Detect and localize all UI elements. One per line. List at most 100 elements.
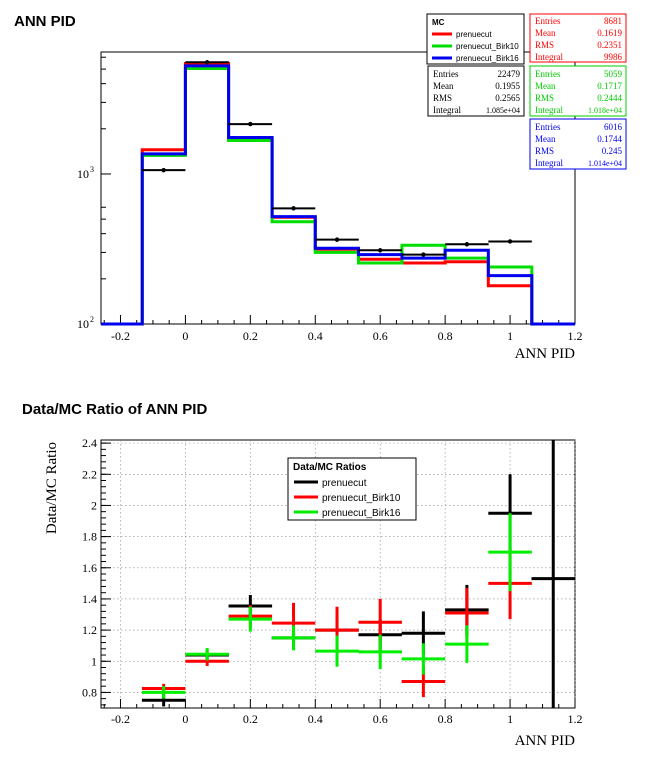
ratio-x-tick-label-1: 0: [182, 712, 188, 726]
data-point-marker: [248, 121, 253, 127]
data-point: [271, 206, 316, 211]
ratio-point-prenuecut_birk16: [358, 634, 402, 670]
x-tick-label-3: 0.4: [308, 329, 323, 343]
data-point-marker: [507, 239, 513, 244]
ratio-point-prenuecut_birk16: [315, 635, 359, 667]
svg-text:22479: 22479: [498, 69, 521, 79]
svg-text:RMS: RMS: [535, 146, 554, 156]
ratio-y-tick-label-1: 1: [91, 654, 97, 668]
ratio-y-tick-label-5: 1.8: [82, 530, 97, 544]
data-point-marker: [334, 237, 340, 242]
ratio-x-tick-label-6: 1: [507, 712, 513, 726]
svg-text:0.2444: 0.2444: [597, 93, 622, 103]
ratio-y-ticks: 0.8 1 1.2 1.4 1.6 1.8 2 2.2 2.4: [82, 436, 111, 706]
svg-text:Mean: Mean: [535, 28, 556, 38]
svg-text:Entries: Entries: [535, 69, 561, 79]
ratio-point-prenuecut_birk16: [488, 513, 532, 592]
ratio-point-prenuecut: [531, 440, 575, 708]
svg-text:5059: 5059: [604, 69, 623, 79]
data-point: [488, 239, 532, 244]
histogram-legend: MC prenuecut prenuecut_Birk10 prenuecut_…: [426, 13, 525, 65]
svg-text:Entries: Entries: [433, 69, 459, 79]
stats-box-birk10: Entries 5059 Mean 0.1717 RMS 0.2444 Inte…: [529, 65, 627, 117]
legend-label-birk10: prenuecut_Birk10: [456, 42, 519, 51]
ratio-point-prenuecut_birk16: [401, 643, 446, 675]
x-tick-label-2: 0.2: [243, 329, 258, 343]
svg-text:0.1717: 0.1717: [597, 81, 622, 91]
svg-text:1.014e+04: 1.014e+04: [588, 159, 622, 168]
ratio-y-tick-label-3: 1.4: [82, 592, 97, 606]
ratio-series: [141, 440, 575, 708]
data-point: [228, 121, 273, 127]
svg-text:Mean: Mean: [535, 81, 556, 91]
data-point-marker: [421, 252, 426, 257]
svg-text:0.1619: 0.1619: [597, 28, 622, 38]
svg-text:9986: 9986: [604, 52, 623, 62]
ratio-x-tick-label-3: 0.4: [308, 712, 323, 726]
y-tick-label-0: 10: [77, 317, 89, 331]
ratio-legend: Data/MC Ratios prenuecut prenuecut_Birk1…: [287, 457, 417, 521]
ratio-title: Data/MC Ratio of ANN PID: [22, 401, 207, 418]
legend-box: [426, 13, 525, 65]
x-tick-label-7: 1.2: [568, 329, 583, 343]
histogram-frame: [100, 51, 576, 325]
data-point-marker: [161, 167, 166, 173]
ratio-x-ticks: -0.2 0 0.2 0.4 0.6 0.8 1 1.2: [103, 699, 583, 726]
data-point: [401, 252, 446, 257]
ratio-point-prenuecut_birk16: [445, 625, 489, 663]
svg-text:0.2565: 0.2565: [495, 93, 520, 103]
ratio-point-prenuecut_birk16: [228, 606, 273, 632]
ratio-point-prenuecut_birk16: [185, 648, 229, 661]
svg-text:1.085e+04: 1.085e+04: [486, 106, 520, 115]
svg-text:0.1955: 0.1955: [495, 81, 520, 91]
data-point: [315, 237, 359, 242]
ratio-legend-label-prenuecut: prenuecut: [322, 478, 367, 489]
ratio-point-prenuecut_birk16: [271, 625, 316, 651]
ratio-y-tick-label-7: 2.2: [82, 467, 97, 481]
y-tick-label-1: 10: [77, 167, 89, 181]
svg-text:Mean: Mean: [535, 134, 556, 144]
legend-title: MC: [432, 18, 445, 27]
data-point-marker: [378, 248, 383, 253]
ratio-x-tick-label-5: 0.8: [438, 712, 453, 726]
ratio-legend-label-birk16: prenuecut_Birk16: [322, 508, 401, 519]
svg-text:Entries: Entries: [535, 16, 561, 26]
ratio-y-tick-label-2: 1.2: [82, 623, 97, 637]
x-tick-label-4: 0.6: [373, 329, 388, 343]
ratio-y-axis-label: Data/MC Ratio: [44, 442, 60, 534]
svg-text:RMS: RMS: [433, 93, 452, 103]
histogram-x-ticks: -0.2 0 0.2 0.4 0.6 0.8 1 1.2: [103, 315, 583, 343]
legend-label-birk16: prenuecut_Birk16: [456, 54, 519, 63]
histogram-title: ANN PID: [14, 13, 76, 30]
svg-text:1.018e+04: 1.018e+04: [588, 106, 622, 115]
svg-text:0.245: 0.245: [602, 146, 623, 156]
ratio-y-tick-label-4: 1.6: [82, 561, 97, 575]
x-tick-label-5: 0.8: [438, 329, 453, 343]
svg-text:RMS: RMS: [535, 40, 554, 50]
ratio-legend-label-birk10: prenuecut_Birk10: [322, 493, 401, 504]
stats-box-birk16: Entries 6016 Mean 0.1744 RMS 0.245 Integ…: [529, 118, 627, 170]
svg-text:Integral: Integral: [535, 52, 563, 62]
data-point-marker: [291, 206, 296, 211]
histogram-series: [101, 60, 575, 326]
ratio-x-tick-label-2: 0.2: [243, 712, 258, 726]
ratio-y-tick-label-8: 2.4: [82, 436, 97, 450]
x-tick-label-1: 0: [182, 329, 188, 343]
histogram-x-axis-label: ANN PID: [515, 346, 576, 362]
x-tick-label-0: -0.2: [111, 329, 130, 343]
ratio-legend-box: [287, 457, 417, 521]
hist-line-prenuecut_birk16: [101, 64, 575, 326]
data-point: [185, 60, 229, 65]
svg-text:0.2351: 0.2351: [597, 40, 622, 50]
svg-text:RMS: RMS: [535, 93, 554, 103]
y-tick-exponent-0: 2: [90, 315, 94, 324]
svg-text:Integral: Integral: [535, 105, 563, 115]
x-tick-label-6: 1: [507, 329, 513, 343]
ratio-point-prenuecut_birk16: [141, 686, 186, 699]
svg-text:Integral: Integral: [433, 105, 461, 115]
legend-label-prenuecut: prenuecut: [456, 30, 492, 39]
stats-box-data: Entries 22479 Mean 0.1955 RMS 0.2565 Int…: [427, 65, 525, 117]
